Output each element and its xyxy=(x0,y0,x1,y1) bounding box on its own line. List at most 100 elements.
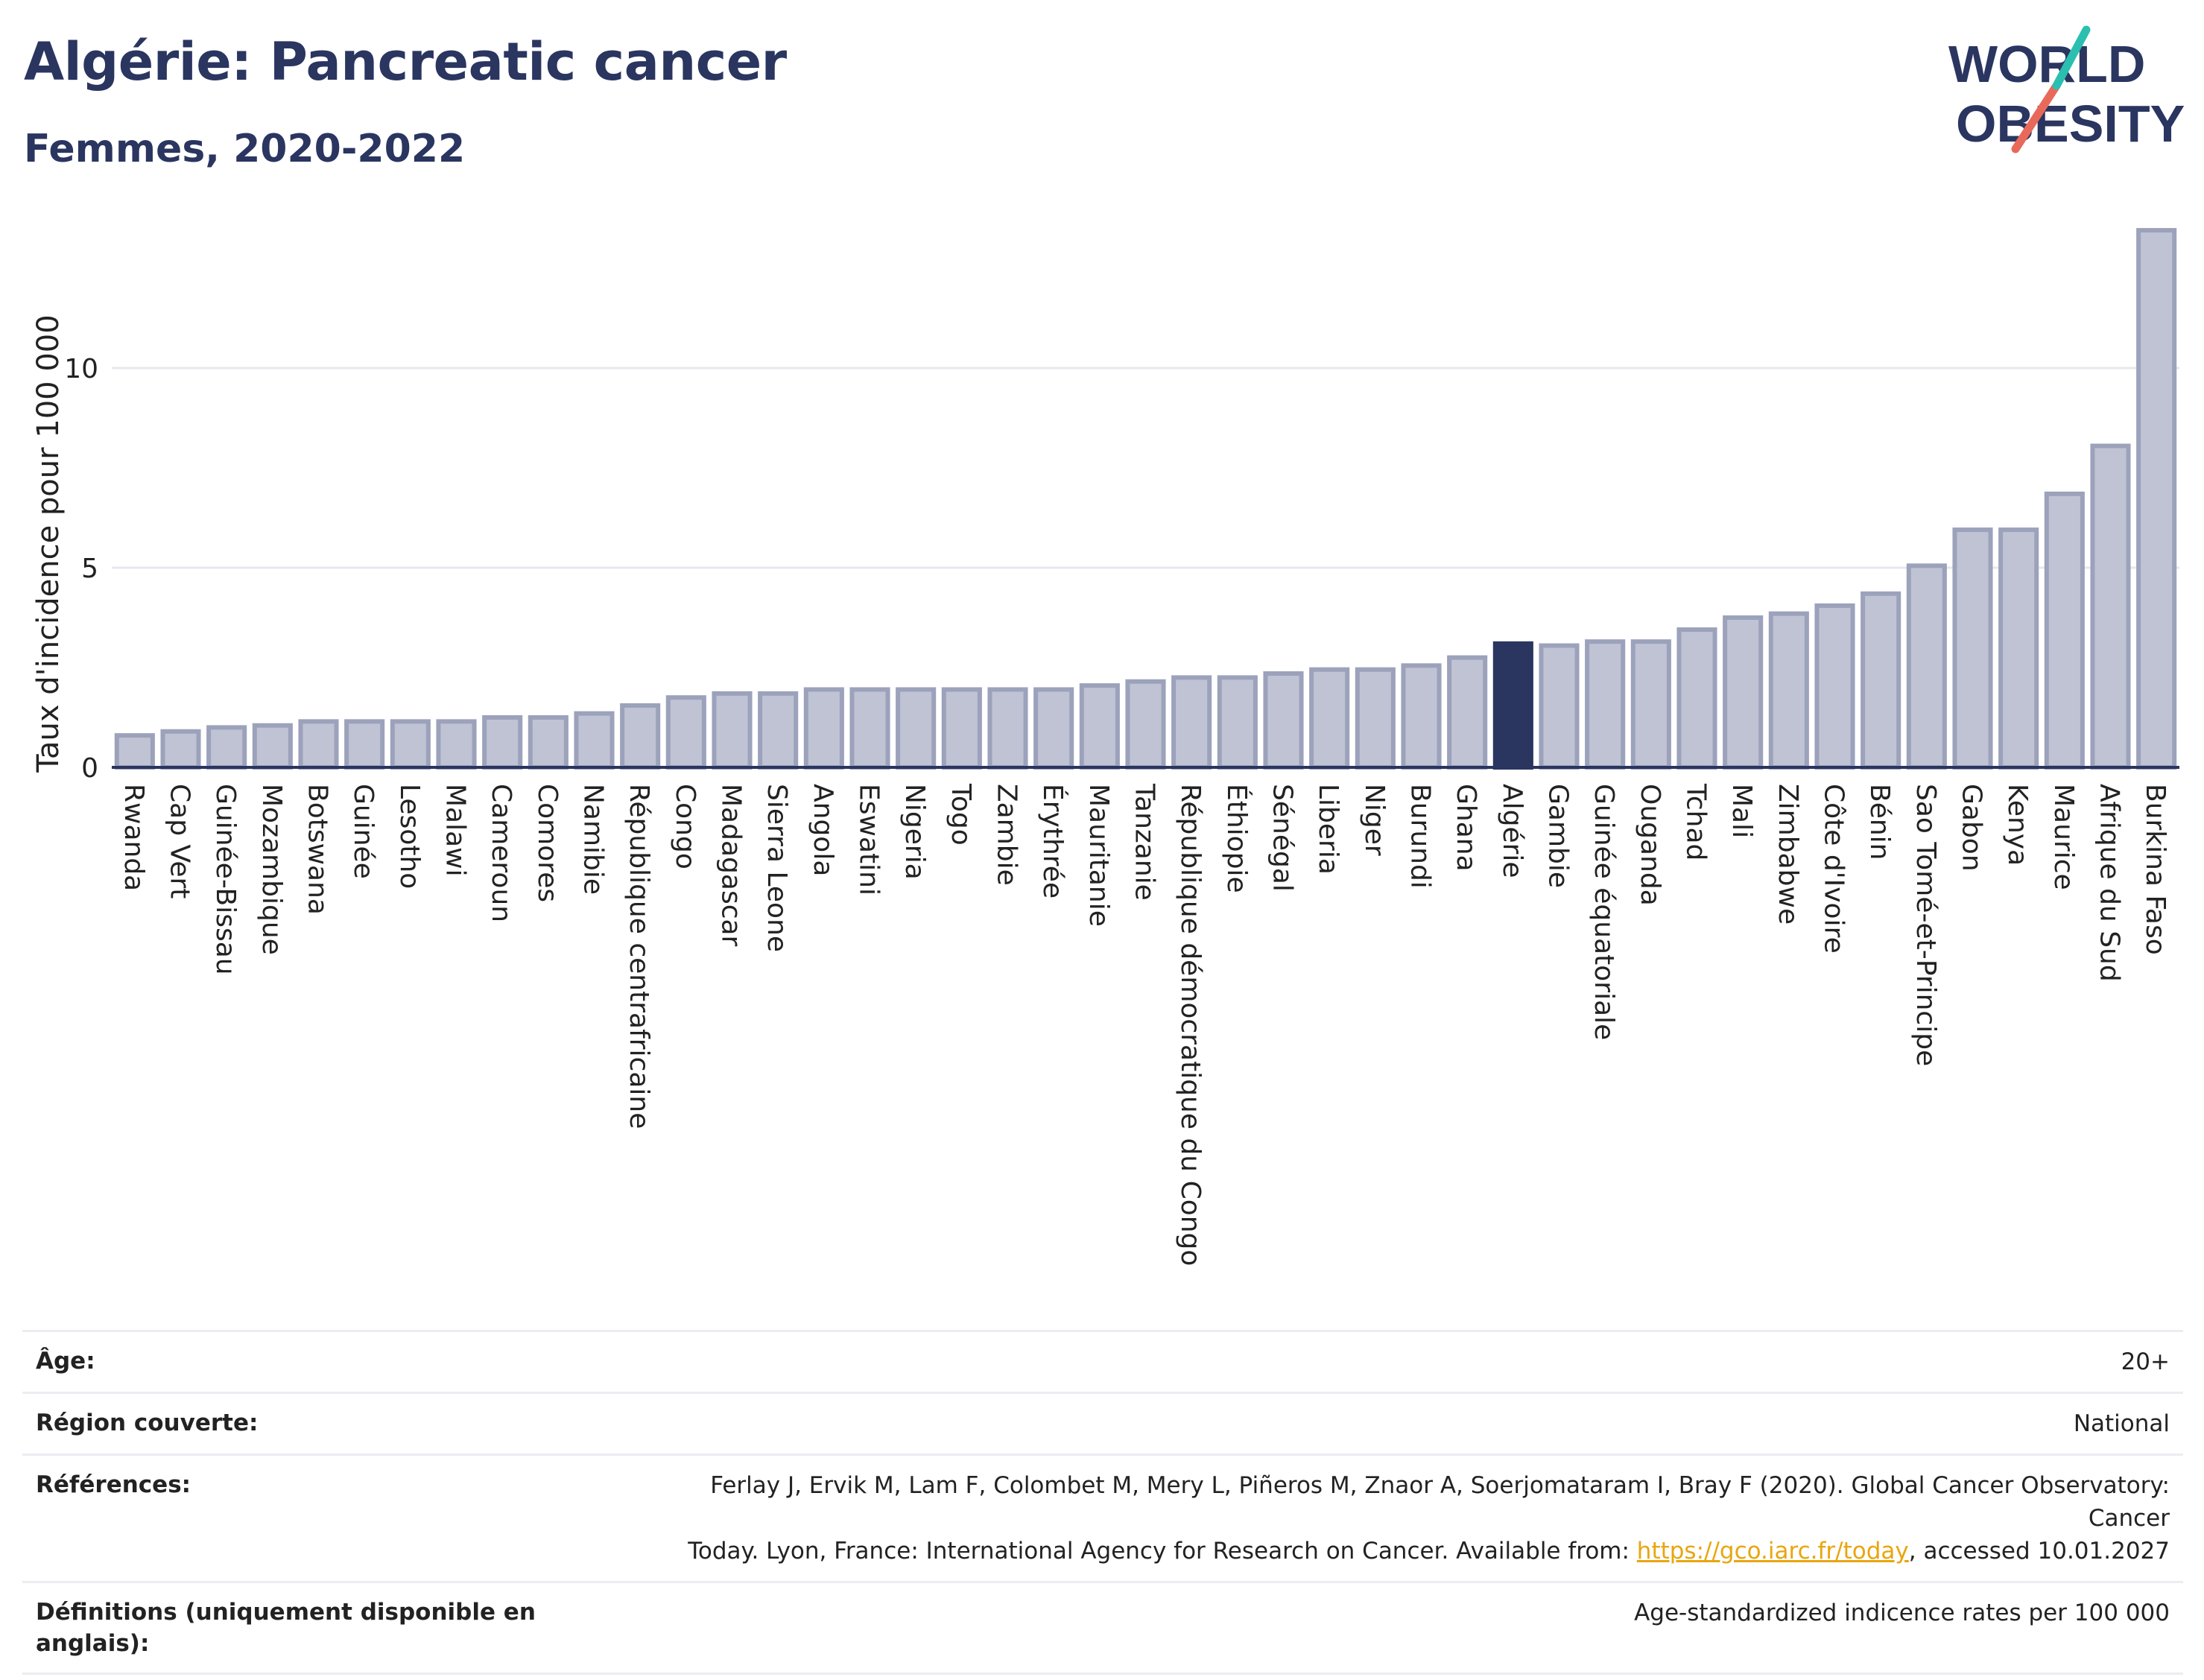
definitions-label: Définitions (uniquement disponible en an… xyxy=(36,1599,536,1657)
bar-1 xyxy=(160,729,201,770)
bar-24 xyxy=(1217,675,1258,770)
bar-37 xyxy=(1814,603,1855,770)
y-tick-label: 0 xyxy=(81,753,98,784)
bar-11 xyxy=(620,703,661,770)
y-tick-label: 5 xyxy=(81,554,98,584)
x-tick-label: Mauritanie xyxy=(1083,784,1114,927)
bar-43 xyxy=(2090,443,2131,770)
bar-29 xyxy=(1447,655,1488,770)
references-value: Ferlay J, Ervik M, Lam F, Colombet M, Me… xyxy=(642,1469,2170,1568)
region-label: Région couverte: xyxy=(36,1410,259,1436)
world-obesity-logo[interactable]: WORLD OBESITY xyxy=(1937,22,2191,164)
bar-5 xyxy=(344,719,385,770)
info-row-definitions: Définitions (uniquement disponible en an… xyxy=(22,1581,2183,1675)
bar-21 xyxy=(1079,683,1120,770)
bar-38 xyxy=(1861,591,1901,770)
bar-32 xyxy=(1585,639,1626,770)
logo-slash-teal xyxy=(2052,25,2091,90)
references-accessed: , accessed 10.01.2027 xyxy=(1908,1538,2170,1565)
x-tick-label: Ghana xyxy=(1451,784,1481,872)
x-tick-label: Tchad xyxy=(1681,783,1711,860)
bar-33 xyxy=(1630,639,1671,770)
x-tick-label: Tanzanie xyxy=(1130,783,1160,901)
chart-title: Algérie: Pancreatic cancer xyxy=(24,31,787,92)
x-tick-label: Gabon xyxy=(1957,784,1987,872)
x-tick-label: République centrafricaine xyxy=(624,784,654,1129)
x-tick-label: Niger xyxy=(1359,784,1390,856)
bar-34 xyxy=(1676,627,1717,770)
bar-0 xyxy=(114,733,155,770)
bar-42 xyxy=(2044,491,2085,770)
chart-subtitle: Femmes, 2020-2022 xyxy=(24,127,466,171)
x-tick-label: Maurice xyxy=(2048,784,2079,890)
bar-27 xyxy=(1355,667,1396,770)
bar-31 xyxy=(1539,643,1580,770)
x-tick-label: Liberia xyxy=(1313,784,1343,875)
x-tick-label: Nigeria xyxy=(899,784,930,880)
x-tick-label: Togo xyxy=(946,783,976,846)
bar-30 xyxy=(1492,641,1533,770)
x-tick-label: Cameroun xyxy=(486,784,516,922)
x-tick-label: Gambie xyxy=(1543,784,1574,888)
bar-35 xyxy=(1723,615,1764,770)
info-table: Âge: 20+ Région couverte: National Référ… xyxy=(22,1330,2183,1675)
definitions-value: Age-standardized indicence rates per 100… xyxy=(1634,1600,2170,1626)
bar-39 xyxy=(1906,563,1947,770)
x-tick-label: Comores xyxy=(532,784,563,902)
y-axis-title: Taux d'incidence pour 100 000 xyxy=(31,314,66,773)
x-tick-label: Algérie xyxy=(1497,784,1527,878)
x-tick-label: Cap Vert xyxy=(165,784,195,898)
bar-15 xyxy=(803,687,844,770)
x-tick-label: Mozambique xyxy=(256,784,287,955)
logo-line-2: OBESITY xyxy=(1956,95,2185,153)
y-tick-label: 10 xyxy=(64,354,98,384)
x-tick-label: Namibie xyxy=(578,784,609,895)
x-tick-label: Sénégal xyxy=(1267,784,1298,892)
x-tick-label: République démocratique du Congo xyxy=(1175,784,1206,1266)
x-tick-label: Guinée-Bissau xyxy=(210,784,241,975)
x-tick-label: Bénin xyxy=(1864,784,1895,860)
x-tick-label: Rwanda xyxy=(118,784,149,891)
bar-3 xyxy=(252,723,293,770)
x-tick-label: Guinée équatoriale xyxy=(1589,784,1619,1040)
references-line-2: Today. Lyon, France: International Agenc… xyxy=(688,1538,1637,1565)
x-tick-label: Afrique du Sud xyxy=(2094,784,2125,982)
bar-6 xyxy=(390,719,431,770)
x-tick-label: Congo xyxy=(670,784,700,869)
x-tick-label: Burkina Faso xyxy=(2140,784,2170,955)
bar-28 xyxy=(1401,663,1442,770)
logo-slash-red xyxy=(2011,81,2061,153)
x-tick-label: Érythrée xyxy=(1037,784,1068,898)
logo-line-1: WORLD xyxy=(1948,35,2145,93)
bar-23 xyxy=(1171,675,1212,770)
x-tick-label: Malawi xyxy=(440,784,471,877)
info-row-references: Références: Ferlay J, Ervik M, Lam F, Co… xyxy=(22,1454,2183,1581)
info-row-region: Région couverte: National xyxy=(22,1392,2183,1454)
bar-2 xyxy=(206,725,247,770)
x-tick-label: Éthiopie xyxy=(1221,784,1253,893)
x-tick-label: Lesotho xyxy=(394,784,425,889)
x-tick-label: Madagascar xyxy=(716,784,747,947)
info-row-age: Âge: 20+ xyxy=(22,1330,2183,1392)
bar-10 xyxy=(574,711,615,770)
bar-26 xyxy=(1309,667,1350,770)
age-label: Âge: xyxy=(36,1348,95,1375)
bar-41 xyxy=(1998,527,2039,770)
x-tick-label: Guinée xyxy=(348,784,379,879)
x-tick-label: Zambie xyxy=(992,784,1022,886)
x-tick-label: Angola xyxy=(808,784,838,876)
x-tick-label: Côte d'Ivoire xyxy=(1819,784,1849,954)
references-label: Références: xyxy=(36,1471,191,1498)
bar-4 xyxy=(298,719,339,770)
x-tick-label: Eswatini xyxy=(854,784,884,896)
x-tick-label: Zimbabwe xyxy=(1773,784,1803,925)
bar-17 xyxy=(896,687,937,770)
bar-18 xyxy=(941,687,982,770)
bar-44 xyxy=(2136,228,2177,770)
bar-12 xyxy=(665,695,706,770)
x-tick-label: Ouganda xyxy=(1635,784,1665,906)
x-tick-label: Botswana xyxy=(303,784,333,915)
references-link[interactable]: https://gco.iarc.fr/today xyxy=(1636,1538,1909,1565)
bar-9 xyxy=(528,715,569,770)
